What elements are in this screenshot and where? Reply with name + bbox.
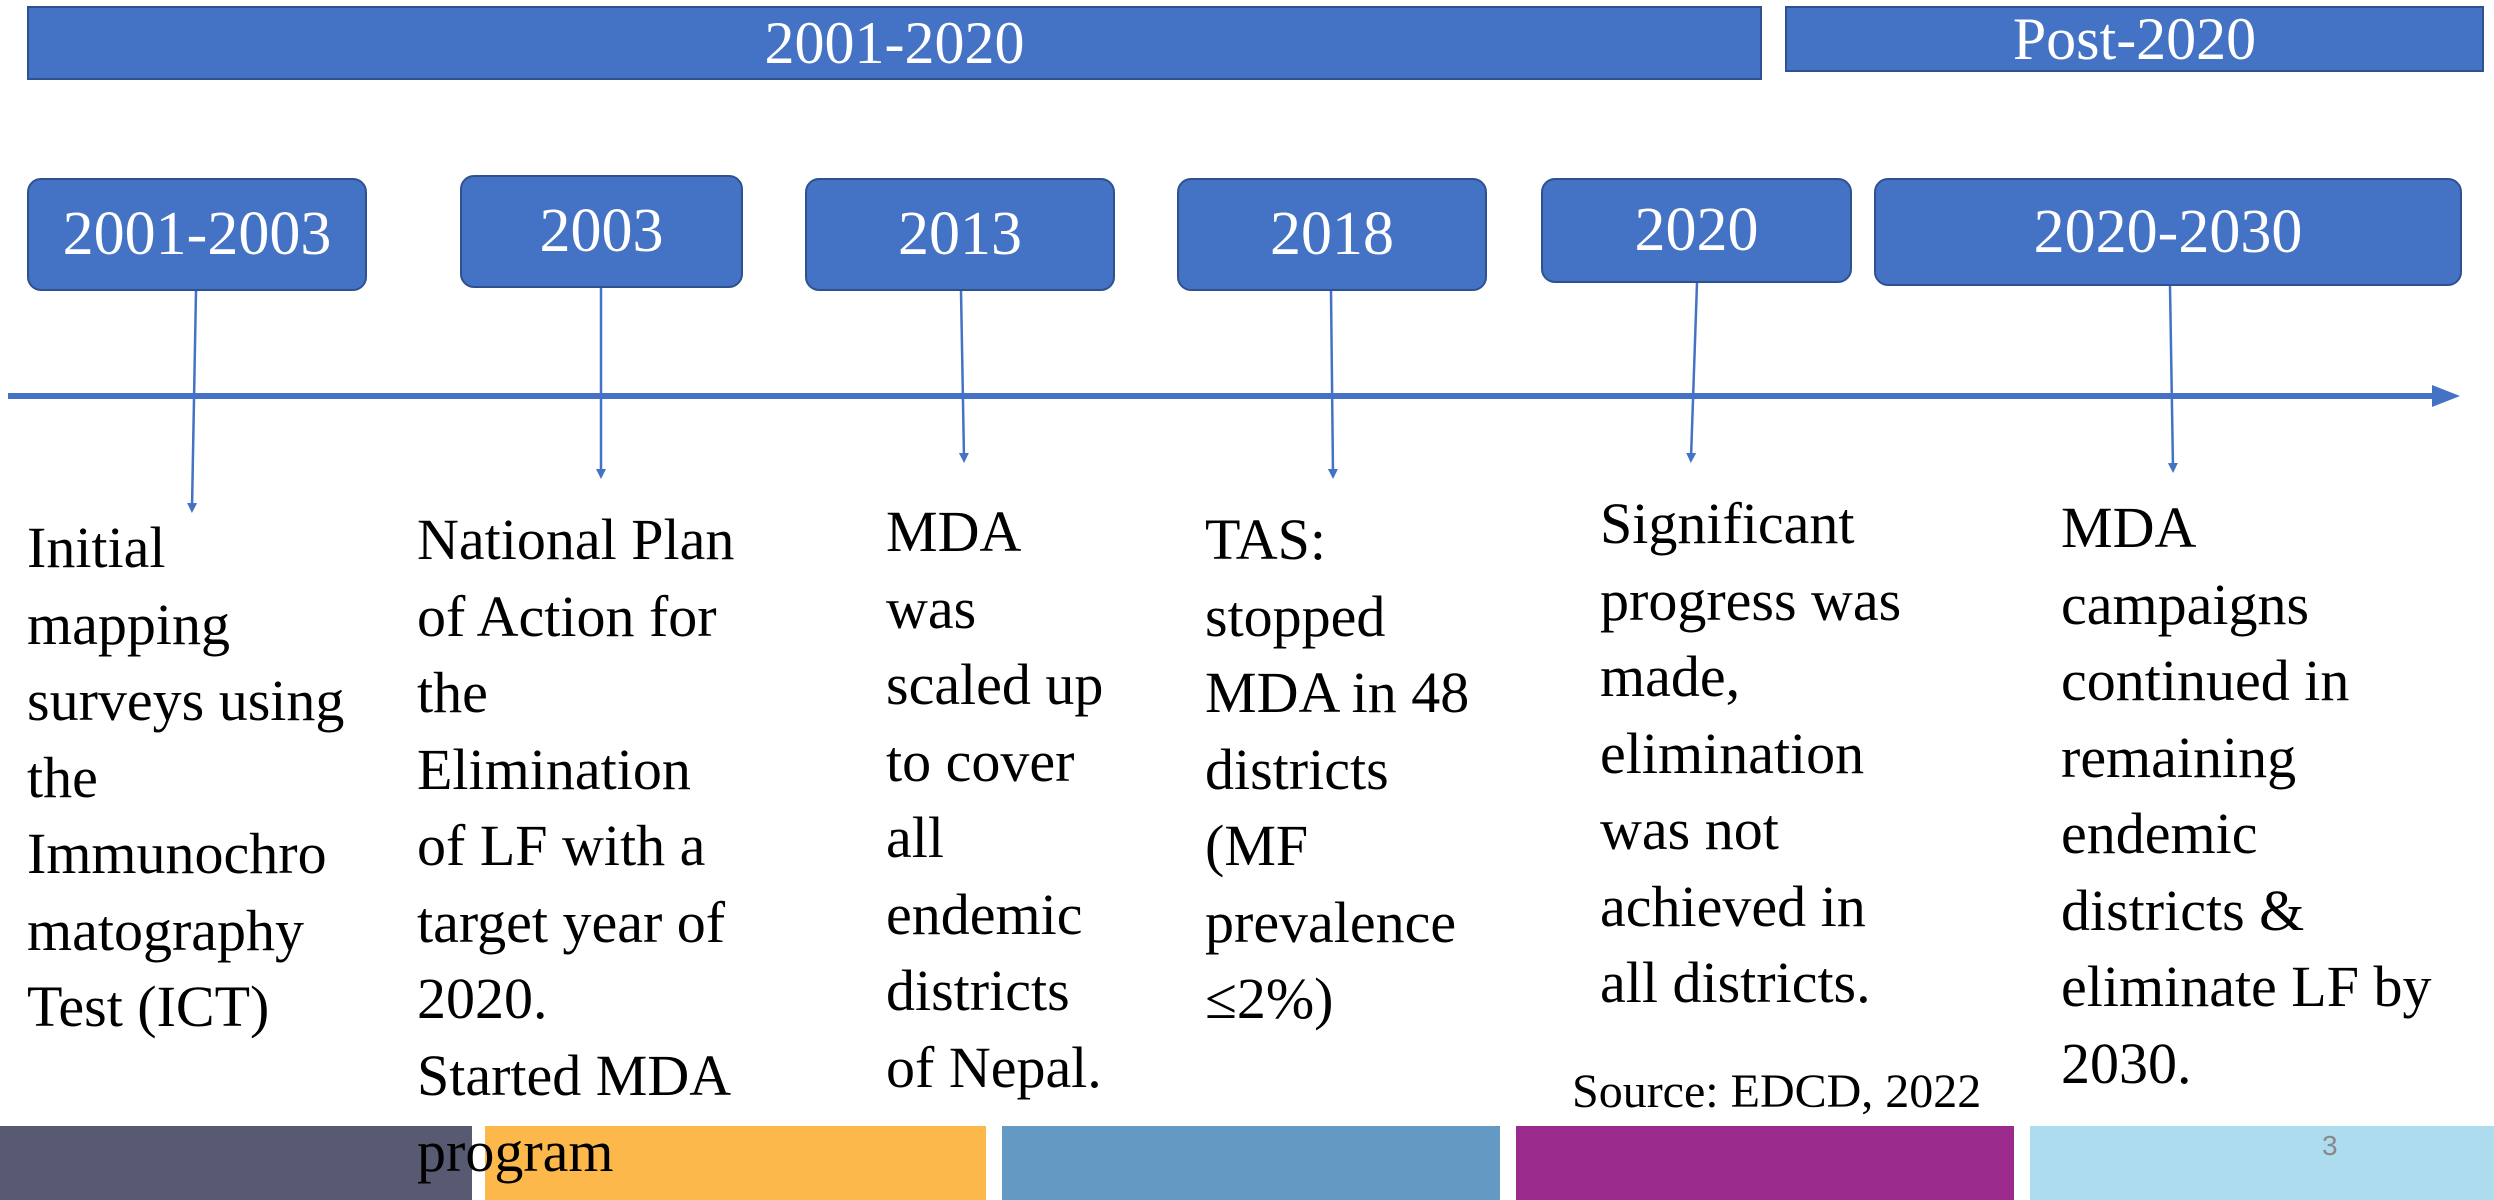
text-line: MDA in 48 <box>1205 660 1470 725</box>
text-line: program <box>417 1119 614 1184</box>
text-line: progress was <box>1600 567 1902 633</box>
text-line: mapping <box>27 591 230 657</box>
year-box: 2013 <box>805 178 1115 291</box>
milestone-text: TAS: stopped MDA in 48 districts (MF prevalen… <box>1205 502 1469 1038</box>
footer-band <box>1516 1126 2014 1200</box>
footer-band <box>2030 1126 2494 1200</box>
connector <box>2167 285 2178 473</box>
text-line: campaigns <box>2061 571 2310 637</box>
text-line: stopped <box>1205 583 1386 649</box>
text-line: the <box>27 744 98 810</box>
text-line: was <box>886 575 977 641</box>
text-line: Significant <box>1600 491 1855 556</box>
year-box: 2003 <box>460 175 743 288</box>
milestone-text: National Plan of Action for the Elimination… <box>417 502 734 1191</box>
connector <box>1327 290 1338 479</box>
text-line: of Action for <box>417 583 717 649</box>
text-line: 2030. <box>2061 1030 2192 1096</box>
page-number: 3 <box>2322 1130 2338 1161</box>
text-line: (MF <box>1205 813 1309 878</box>
text-line: all <box>886 805 944 870</box>
text-line: National Plan <box>417 507 735 572</box>
text-line: achieved in <box>1600 873 1866 939</box>
text-line: of LF with a <box>417 813 706 878</box>
text-line: MDA <box>886 499 1022 564</box>
text-line: elimination <box>1600 720 1865 786</box>
footer-band <box>485 1126 986 1200</box>
footer-band <box>1002 1126 1500 1200</box>
text-line: endemic <box>886 881 1083 947</box>
connector <box>1686 282 1699 463</box>
text-line: districts & <box>2061 877 2305 943</box>
text-line: all districts. <box>1600 950 1871 1015</box>
connector <box>958 290 969 463</box>
year-box: 2018 <box>1177 178 1487 291</box>
period-bar: Post-2020 <box>1785 6 2484 72</box>
text-line: to cover <box>886 728 1075 794</box>
text-line: Started MDA <box>417 1042 732 1108</box>
year-box: 2020 <box>1541 178 1852 283</box>
text-line: made, <box>1600 644 1741 709</box>
text-line: was not <box>1600 797 1779 862</box>
text-line: Immunochro <box>27 821 327 886</box>
milestone-text: MDA was scaled up to cover all endemic distric… <box>886 494 1103 1106</box>
connector <box>187 290 198 513</box>
year-box: 2001-2003 <box>27 178 367 291</box>
text-line: target year of <box>417 889 726 955</box>
text-line: prevalence <box>1205 889 1457 955</box>
text-line: districts <box>1205 736 1389 802</box>
text-line: 2020. <box>417 966 548 1031</box>
text-line: ≤2%) <box>1205 966 1334 1031</box>
year-box: 2020-2030 <box>1874 178 2462 286</box>
text-line: Initial <box>27 515 166 580</box>
text-line: eliminate LF by <box>2061 954 2432 1019</box>
text-line: TAS: <box>1205 507 1327 572</box>
text-line: remaining <box>2061 724 2297 790</box>
text-line: of Nepal. <box>886 1034 1102 1100</box>
milestone-text: MDA campaigns continued in remaining endemic… <box>2061 490 2432 1102</box>
text-line: Test (ICT) <box>27 974 270 1039</box>
footer-band <box>0 1126 472 1200</box>
milestone-text: Initial mapping surveys using the Immunochro… <box>27 510 344 1046</box>
period-bar: 2001-2020 <box>27 6 1762 80</box>
text-line: endemic <box>2061 801 2258 866</box>
text-line: MDA <box>2061 495 2197 560</box>
text-line: scaled up <box>886 652 1104 717</box>
text-line: districts <box>886 958 1070 1023</box>
text-line: matography <box>27 897 305 963</box>
source-note: Source: EDCD, 2022 <box>1572 1065 1982 1118</box>
text-line: continued in <box>2061 648 2350 713</box>
text-line: surveys using <box>27 668 345 733</box>
text-line: the <box>417 660 488 725</box>
text-line: Elimination <box>417 736 691 802</box>
milestone-text: Significant progress was made, elimination w… <box>1600 486 1901 1022</box>
